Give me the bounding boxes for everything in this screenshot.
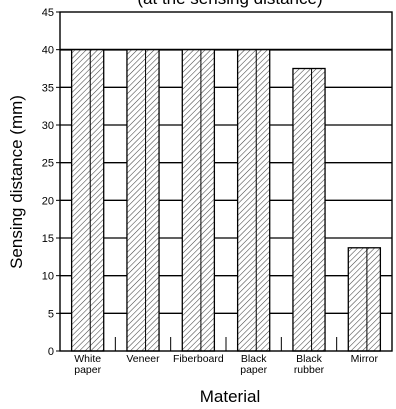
y-tick-label-10: 10	[42, 271, 54, 283]
y-axis-ticks: 0 5 10 15 20 25 30 35 40 45	[42, 7, 60, 358]
plot-frame	[59, 11, 393, 352]
x-category-label-veneer-line-1: Veneer	[126, 353, 160, 365]
x-axis-title: Material	[200, 387, 260, 406]
y-tick-label-45: 45	[42, 7, 54, 19]
bar-white-paper	[70, 49, 105, 352]
x-category-label-mirror-line-1: Mirror	[351, 353, 379, 365]
bar-mirror	[347, 247, 382, 352]
y-tick-label-25: 25	[42, 158, 54, 170]
y-tick-label-35: 35	[42, 82, 54, 94]
y-tick-label-0: 0	[48, 346, 54, 358]
x-category-label-black-rubber-line-2: rubber	[294, 364, 325, 376]
x-category-label-black-paper-line-2: paper	[240, 364, 267, 376]
y-tick-label-40: 40	[42, 45, 54, 57]
grid-lines	[60, 48, 392, 314]
category-dividers	[114, 337, 338, 351]
bar-black-rubber	[292, 67, 326, 352]
x-category-label-black-rubber-line-1: Black	[296, 353, 322, 365]
bar-black-paper	[236, 49, 271, 352]
clipped-top-text: (at the sensing distance)	[137, 0, 322, 8]
y-axis-title: Sensing distance (mm)	[7, 95, 26, 269]
y-tick-label-30: 30	[42, 120, 54, 132]
bar-veneer	[126, 49, 160, 352]
x-category-label-black-paper-line-1: Black	[241, 353, 267, 365]
y-tick-label-5: 5	[48, 308, 54, 320]
bar-fiberboard	[181, 49, 216, 352]
y-tick-label-15: 15	[42, 233, 54, 245]
x-category-label-white-paper-line-2: paper	[74, 364, 101, 376]
x-category-label-fiberboard-line-1: Fiberboard	[173, 353, 224, 365]
x-category-label-white-paper-line-1: White	[74, 353, 101, 365]
y-tick-label-20: 20	[42, 195, 54, 207]
